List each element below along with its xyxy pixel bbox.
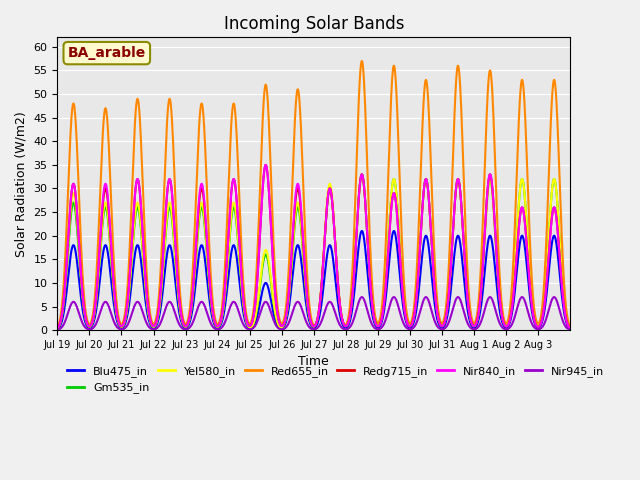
- Redg715_in: [435, 317, 442, 323]
- Nir840_in: [510, 289, 518, 295]
- Legend: Blu475_in, Gm535_in, Yel580_in, Red655_in, Redg715_in, Nir840_in, Nir945_in: Blu475_in, Gm535_in, Yel580_in, Red655_i…: [63, 361, 608, 398]
- Nir945_in: [291, 304, 298, 310]
- Nir840_in: [291, 204, 298, 210]
- Blu475_in: [560, 308, 568, 313]
- Nir945_in: [509, 318, 517, 324]
- Redg715_in: [291, 208, 298, 214]
- Redg715_in: [300, 258, 308, 264]
- Red655_in: [358, 58, 365, 64]
- Red655_in: [300, 201, 308, 206]
- Title: Incoming Solar Bands: Incoming Solar Bands: [223, 15, 404, 33]
- Gm535_in: [510, 281, 518, 287]
- Red655_in: [560, 276, 568, 281]
- Blu475_in: [566, 326, 574, 332]
- Red655_in: [566, 324, 574, 330]
- Line: Nir840_in: Nir840_in: [58, 165, 570, 328]
- Blu475_in: [435, 321, 442, 326]
- Redg715_in: [560, 302, 568, 308]
- Redg715_in: [262, 162, 269, 168]
- Yel580_in: [291, 224, 298, 229]
- Line: Blu475_in: Blu475_in: [58, 231, 570, 329]
- Blu475_in: [390, 228, 397, 234]
- Red655_in: [54, 324, 61, 330]
- Yel580_in: [358, 171, 365, 177]
- Blu475_in: [300, 283, 308, 288]
- Gm535_in: [54, 325, 61, 331]
- Yel580_in: [566, 325, 574, 331]
- Gm535_in: [300, 263, 308, 268]
- Nir840_in: [262, 162, 269, 168]
- Yel580_in: [435, 317, 442, 323]
- Nir840_in: [134, 176, 141, 182]
- Nir945_in: [550, 294, 558, 300]
- Nir840_in: [435, 317, 442, 323]
- Line: Yel580_in: Yel580_in: [58, 174, 570, 328]
- Nir840_in: [566, 325, 574, 331]
- Gm535_in: [134, 204, 141, 210]
- X-axis label: Time: Time: [298, 355, 329, 369]
- Gm535_in: [291, 228, 298, 233]
- Line: Redg715_in: Redg715_in: [58, 165, 570, 328]
- Redg715_in: [566, 325, 574, 331]
- Nir945_in: [134, 299, 141, 305]
- Yel580_in: [134, 200, 141, 205]
- Red655_in: [435, 310, 442, 315]
- Gm535_in: [435, 317, 442, 323]
- Line: Gm535_in: Gm535_in: [58, 174, 570, 328]
- Redg715_in: [134, 176, 141, 182]
- Yel580_in: [300, 260, 308, 266]
- Yel580_in: [510, 281, 518, 287]
- Nir840_in: [560, 302, 568, 308]
- Red655_in: [291, 132, 298, 137]
- Blu475_in: [54, 326, 61, 332]
- Nir945_in: [54, 327, 61, 333]
- Red655_in: [134, 96, 141, 102]
- Nir945_in: [300, 312, 308, 318]
- Red655_in: [510, 251, 518, 256]
- Text: BA_arable: BA_arable: [68, 46, 146, 60]
- Blu475_in: [510, 299, 518, 304]
- Blu475_in: [134, 242, 141, 248]
- Gm535_in: [358, 171, 365, 177]
- Gm535_in: [566, 325, 574, 331]
- Nir945_in: [566, 327, 574, 333]
- Y-axis label: Solar Radiation (W/m2): Solar Radiation (W/m2): [15, 111, 28, 257]
- Yel580_in: [560, 296, 568, 302]
- Line: Nir945_in: Nir945_in: [58, 297, 570, 330]
- Redg715_in: [54, 325, 61, 331]
- Line: Red655_in: Red655_in: [58, 61, 570, 327]
- Yel580_in: [54, 325, 61, 331]
- Blu475_in: [291, 258, 298, 264]
- Nir840_in: [300, 255, 308, 261]
- Redg715_in: [510, 289, 518, 295]
- Nir840_in: [54, 325, 61, 331]
- Gm535_in: [560, 296, 568, 302]
- Nir945_in: [435, 324, 442, 330]
- Nir945_in: [560, 321, 568, 326]
